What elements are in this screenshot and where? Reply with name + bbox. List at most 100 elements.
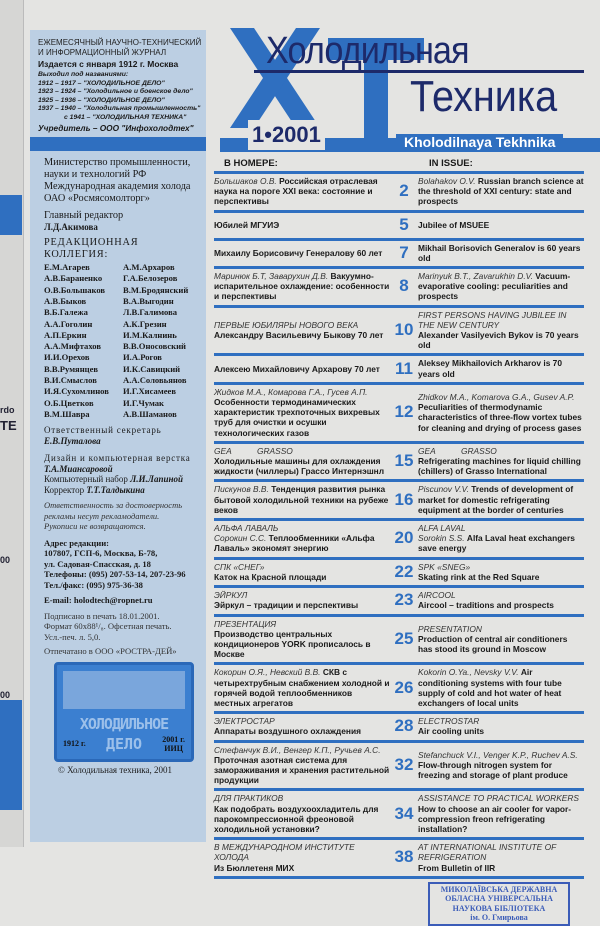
article-title: Trends of development of market for dome… bbox=[418, 484, 574, 515]
stamp-line: ОБЛАСНА УНІВЕРСАЛЬНА bbox=[445, 894, 553, 904]
org: ОАО «Росмясомолторг» bbox=[44, 192, 150, 204]
toc-entry[interactable]: АЛЬФА ЛАВАЛЬ Сорокин С.С. Теплообменники … bbox=[214, 521, 584, 560]
board-member: В.М.Шавра bbox=[44, 408, 90, 419]
article-title: Производство центральных кондиционеров Y… bbox=[214, 628, 371, 660]
section-label: ASSISTANCE TO PRACTICAL WORKERS bbox=[418, 793, 580, 804]
page-number: 15 bbox=[394, 451, 414, 471]
authors: Жидков М.А., Комарова Г.А., Гусев А.П. bbox=[214, 386, 368, 397]
logo-subtitle: Kholodilnaya Tekhnika bbox=[396, 134, 564, 150]
toc-entry[interactable]: Алексею Михайловичу Архарову 70 лет 11 Ale… bbox=[214, 356, 584, 385]
en-entry: Marinyuk B.T., Zavarukhin D.V. Vacuum-ev… bbox=[418, 271, 584, 302]
section-label: SPK «SNEG» bbox=[418, 561, 471, 572]
former-name: 1937 – 1940 – "Холодильная промышленност… bbox=[38, 105, 201, 113]
toc-entry[interactable]: ПЕРВЫЕ ЮБИЛЯРЫ НОВОГО ВЕКА Александру Вас… bbox=[214, 308, 584, 357]
ru-entry: Пискунов В.В. Тенденция развития рынка б… bbox=[214, 484, 390, 515]
board-member: И.Г.Чумак bbox=[123, 397, 165, 408]
toc-entry[interactable]: Михаилу Борисовичу Генералову 60 лет 7 Mik… bbox=[214, 241, 584, 270]
prev-page-fragment: 00 bbox=[0, 555, 11, 565]
board-member: А.К.Грезин bbox=[123, 318, 167, 329]
authors: Stefanchuck V.I., Venger K.P., Ruchev A.… bbox=[418, 749, 578, 760]
previous-page-edge: rdo TE 00 00 bbox=[0, 0, 24, 847]
former-names-label: Выходил под названиями: bbox=[38, 71, 129, 78]
address-line: ул. Садовая-Спасская, д. 18 bbox=[44, 558, 151, 569]
toc-entry[interactable]: Большаков О.В. Российская отраслевая нау… bbox=[214, 174, 584, 213]
toc-entry[interactable]: ПРЕЗЕНТАЦИЯ Производство центральных конд… bbox=[214, 617, 584, 666]
article-title: Aleksey Mikhailovich Arkharov is 70 year… bbox=[418, 358, 562, 379]
prev-page-fragment: rdo bbox=[0, 405, 15, 415]
ru-entry: GEA GRASSO Холодильные машины для охлажде… bbox=[214, 446, 390, 477]
board-member: В.М.Бродянский bbox=[123, 284, 189, 295]
ru-entry: Юбилей МГУИЭ bbox=[214, 220, 390, 230]
toc-entry[interactable]: Жидков М.А., Комарова Г.А., Гусев А.П. О… bbox=[214, 385, 584, 444]
section-label: ДЛЯ ПРАКТИКОВ bbox=[214, 793, 284, 804]
article-title: Каток на Красной площади bbox=[214, 571, 327, 582]
ru-header: В НОМЕРЕ: bbox=[224, 158, 278, 169]
board-member: И.А.Рогов bbox=[123, 352, 162, 363]
stamp-line: НАУКОВА БІБЛІОТЕКА bbox=[452, 903, 546, 913]
toc-entry[interactable]: ЭЙРКУЛ Эйркул – традиции и перспективы 23 A… bbox=[214, 588, 584, 617]
section-label: AT INTERNATIONAL INSTITUTE OF REFRIGERAT… bbox=[418, 842, 559, 863]
authors: Piscunov V.V. bbox=[418, 484, 469, 495]
email-link[interactable]: E-mail: holodtech@ropnet.ru bbox=[44, 595, 153, 606]
ru-entry: Алексею Михайловичу Архарову 70 лет bbox=[214, 364, 390, 374]
toc-entry[interactable]: Юбилей МГУИЭ 5 Jubilee of MSUEE bbox=[214, 213, 584, 241]
toc-entry[interactable]: Стефанчук В.И., Венгер К.П., Ручьев А.С.… bbox=[214, 743, 584, 792]
journal-logo: Холодильная Техника Kholodilnaya Tekhnik… bbox=[220, 24, 600, 154]
board-member: А.П.Еркин bbox=[44, 329, 87, 340]
en-entry: ALFA LAVAL Sorokin S.S. Alfa Laval heat e… bbox=[418, 523, 584, 554]
phone: Телефоны: (095) 207-53-14, 207-23-96 bbox=[44, 569, 186, 580]
logo-x-glyph bbox=[230, 28, 320, 128]
toc-entry[interactable]: Пискунов В.В. Тенденция развития рынка б… bbox=[214, 482, 584, 522]
board-member: В.И.Смыслов bbox=[44, 375, 97, 386]
secretary-label: Ответственный секретарь bbox=[44, 425, 162, 436]
emblem-illustration bbox=[63, 670, 185, 709]
page-number: 2 bbox=[399, 181, 409, 201]
article-title: Jubilee of MSUEE bbox=[418, 219, 490, 230]
prev-page-fragment: 00 bbox=[0, 690, 11, 700]
ru-entry: ЭЛЕКТРОСТАР Аппараты воздушного охлаждени… bbox=[214, 716, 390, 736]
journal-caption: ЕЖЕМЕСЯЧНЫЙ НАУЧНО-ТЕХНИЧЕСКИЙ И ИНФОРМА… bbox=[38, 38, 202, 57]
editor-label: Главный редактор bbox=[44, 209, 124, 221]
page-number: 7 bbox=[399, 242, 409, 262]
en-entry: Mikhail Borisovich Generalov is 60 years… bbox=[418, 243, 584, 263]
design-label: Дизайн и компьютерная верстка bbox=[44, 453, 191, 464]
toc-entry[interactable]: СПК «СНЕГ» Каток на Красной площади 22 SPK … bbox=[214, 560, 584, 589]
section-label: ALFA LAVAL bbox=[418, 523, 466, 534]
secretary: Е.В.Путалова bbox=[44, 435, 101, 446]
imprint: Министерство промышленности, науки и тех… bbox=[30, 157, 206, 657]
en-entry: PRESENTATION Production of central air co… bbox=[418, 624, 584, 655]
toc-entry[interactable]: Кокорин О.Я., Невский В.В. СКВ с четырех… bbox=[214, 665, 584, 715]
imprint-panel: ЕЖЕМЕСЯЧНЫЙ НАУЧНО-ТЕХНИЧЕСКИЙ И ИНФОРМА… bbox=[30, 30, 206, 842]
article-title: Refrigerating machines for liquid chilli… bbox=[418, 456, 581, 477]
toc-entry[interactable]: В МЕЖДУНАРОДНОМ ИНСТИТУТЕ ХОЛОДА Из Бюлле… bbox=[214, 840, 584, 879]
emblem-title: ДЕЛО bbox=[105, 734, 143, 753]
section-label: PRESENTATION bbox=[418, 623, 482, 634]
ru-entry: Жидков М.А., Комарова Г.А., Гусев А.П. О… bbox=[214, 387, 390, 438]
toc-entry[interactable]: ЭЛЕКТРОСТАР Аппараты воздушного охлаждени… bbox=[214, 714, 584, 743]
blue-bar bbox=[30, 136, 206, 151]
page-number: 5 bbox=[399, 214, 409, 234]
former-name: 1912 – 1917 – "ХОЛОДИЛЬНОЕ ДЕЛО" bbox=[38, 79, 165, 87]
former-name: 1925 – 1936 – "ХОЛОДИЛЬНОЕ ДЕЛО" bbox=[38, 96, 165, 104]
article-title: Александру Васильевичу Быкову 70 лет bbox=[214, 330, 384, 341]
article-title: From Bulletin of IIR bbox=[418, 862, 496, 873]
authors: Сорокин С.С. bbox=[214, 533, 267, 544]
article-title: Вакуумно-испарительное охлаждение: особе… bbox=[214, 271, 390, 302]
board-member: Г.А.Белозеров bbox=[123, 273, 178, 284]
emblem-year: 2001 г. bbox=[162, 734, 185, 744]
article-title: Alfa Laval heat exchangers save energy bbox=[418, 533, 575, 554]
section-label: СПК «СНЕГ» bbox=[214, 561, 265, 572]
board-member: Е.М.Агарев bbox=[44, 262, 90, 273]
article-title: Алексею Михайловичу Архарову 70 лет bbox=[214, 363, 380, 374]
board-member: А.А.Гоголин bbox=[44, 318, 93, 329]
print-info: Усл.-печ. л. 5,0. bbox=[44, 631, 101, 642]
toc-entry[interactable]: Маринюк Б.Т, Заварухин Д.В. Вакуумно-исп… bbox=[214, 269, 584, 308]
page-number: 34 bbox=[394, 803, 414, 823]
toc-entry[interactable]: ДЛЯ ПРАКТИКОВ Как подобрать воздухоохлади… bbox=[214, 791, 584, 841]
logo-line1: Холодильная bbox=[266, 30, 470, 72]
article-title: Russian branch science at the threshold … bbox=[418, 176, 584, 207]
page-number: 16 bbox=[394, 489, 414, 509]
section-label: АЛЬФА ЛАВАЛЬ bbox=[214, 523, 279, 534]
section-label: GEA GRASSO bbox=[418, 445, 497, 456]
toc-entry[interactable]: GEA GRASSO Холодильные машины для охлажде… bbox=[214, 444, 584, 483]
